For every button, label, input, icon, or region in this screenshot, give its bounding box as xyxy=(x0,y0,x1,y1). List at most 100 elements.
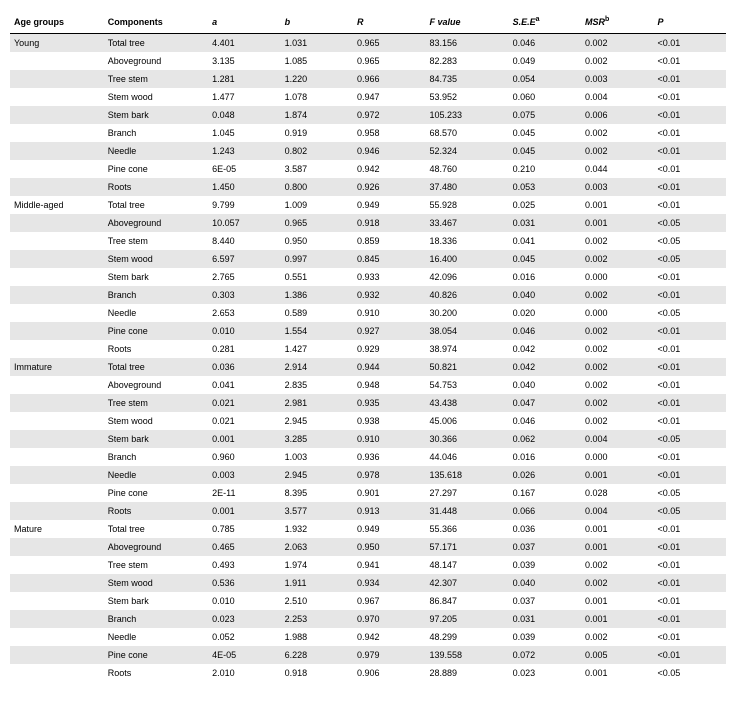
cell-r: 0.926 xyxy=(353,178,425,196)
header-msr: MSRb xyxy=(581,10,653,34)
cell-a: 0.021 xyxy=(208,412,280,430)
cell-see: 0.016 xyxy=(509,268,581,286)
cell-f: 97.205 xyxy=(425,610,508,628)
cell-f: 55.928 xyxy=(425,196,508,214)
table-row: Needle0.0521.9880.94248.2990.0390.002<0.… xyxy=(10,628,726,646)
cell-b: 1.988 xyxy=(281,628,353,646)
cell-b: 1.085 xyxy=(281,52,353,70)
cell-b: 1.874 xyxy=(281,106,353,124)
cell-p: <0.01 xyxy=(653,106,726,124)
cell-a: 0.001 xyxy=(208,430,280,448)
cell-msr: 0.000 xyxy=(581,448,653,466)
cell-msr: 0.002 xyxy=(581,34,653,53)
cell-see: 0.025 xyxy=(509,196,581,214)
cell-p: <0.01 xyxy=(653,412,726,430)
cell-a: 1.450 xyxy=(208,178,280,196)
cell-b: 3.577 xyxy=(281,502,353,520)
cell-b: 0.589 xyxy=(281,304,353,322)
cell-b: 0.997 xyxy=(281,250,353,268)
cell-b: 0.965 xyxy=(281,214,353,232)
cell-a: 0.465 xyxy=(208,538,280,556)
header-r: R xyxy=(353,10,425,34)
cell-r: 0.942 xyxy=(353,160,425,178)
cell-p: <0.01 xyxy=(653,556,726,574)
cell-see: 0.210 xyxy=(509,160,581,178)
cell-b: 1.932 xyxy=(281,520,353,538)
cell-r: 0.948 xyxy=(353,376,425,394)
cell-comp: Aboveground xyxy=(104,214,208,232)
cell-see: 0.042 xyxy=(509,358,581,376)
cell-r: 0.845 xyxy=(353,250,425,268)
cell-p: <0.01 xyxy=(653,286,726,304)
cell-age xyxy=(10,466,104,484)
cell-a: 0.052 xyxy=(208,628,280,646)
cell-f: 27.297 xyxy=(425,484,508,502)
cell-a: 6E-05 xyxy=(208,160,280,178)
cell-p: <0.05 xyxy=(653,250,726,268)
table-row: Roots0.0013.5770.91331.4480.0660.004<0.0… xyxy=(10,502,726,520)
cell-r: 0.901 xyxy=(353,484,425,502)
cell-msr: 0.002 xyxy=(581,250,653,268)
cell-a: 6.597 xyxy=(208,250,280,268)
header-p-text: P xyxy=(657,17,663,27)
cell-f: 44.046 xyxy=(425,448,508,466)
cell-b: 1.386 xyxy=(281,286,353,304)
cell-p: <0.01 xyxy=(653,574,726,592)
cell-see: 0.039 xyxy=(509,556,581,574)
cell-msr: 0.003 xyxy=(581,178,653,196)
cell-p: <0.05 xyxy=(653,430,726,448)
table-row: Stem bark2.7650.5510.93342.0960.0160.000… xyxy=(10,268,726,286)
cell-comp: Branch xyxy=(104,448,208,466)
cell-b: 1.911 xyxy=(281,574,353,592)
header-see: S.E.Ea xyxy=(509,10,581,34)
cell-age xyxy=(10,394,104,412)
cell-age xyxy=(10,538,104,556)
cell-a: 0.048 xyxy=(208,106,280,124)
cell-r: 0.859 xyxy=(353,232,425,250)
table-row: YoungTotal tree4.4011.0310.96583.1560.04… xyxy=(10,34,726,53)
cell-r: 0.934 xyxy=(353,574,425,592)
header-msr-text: MSR xyxy=(585,17,605,27)
cell-comp: Stem bark xyxy=(104,268,208,286)
cell-b: 2.914 xyxy=(281,358,353,376)
cell-comp: Roots xyxy=(104,664,208,682)
cell-r: 0.932 xyxy=(353,286,425,304)
cell-f: 31.448 xyxy=(425,502,508,520)
cell-comp: Total tree xyxy=(104,358,208,376)
table-row: Roots2.0100.9180.90628.8890.0230.001<0.0… xyxy=(10,664,726,682)
cell-f: 105.233 xyxy=(425,106,508,124)
cell-b: 1.009 xyxy=(281,196,353,214)
cell-comp: Tree stem xyxy=(104,556,208,574)
table-row: Aboveground0.0412.8350.94854.7530.0400.0… xyxy=(10,376,726,394)
cell-age xyxy=(10,664,104,682)
cell-see: 0.046 xyxy=(509,412,581,430)
cell-f: 42.307 xyxy=(425,574,508,592)
cell-a: 0.036 xyxy=(208,358,280,376)
cell-f: 48.299 xyxy=(425,628,508,646)
cell-age xyxy=(10,88,104,106)
cell-f: 68.570 xyxy=(425,124,508,142)
cell-msr: 0.002 xyxy=(581,340,653,358)
table-row: Tree stem8.4400.9500.85918.3360.0410.002… xyxy=(10,232,726,250)
cell-r: 0.933 xyxy=(353,268,425,286)
cell-msr: 0.028 xyxy=(581,484,653,502)
cell-b: 2.510 xyxy=(281,592,353,610)
cell-b: 1.554 xyxy=(281,322,353,340)
cell-msr: 0.002 xyxy=(581,322,653,340)
cell-comp: Roots xyxy=(104,340,208,358)
cell-msr: 0.003 xyxy=(581,70,653,88)
cell-comp: Pine cone xyxy=(104,160,208,178)
cell-comp: Stem wood xyxy=(104,574,208,592)
table-row: Roots0.2811.4270.92938.9740.0420.002<0.0… xyxy=(10,340,726,358)
cell-f: 43.438 xyxy=(425,394,508,412)
cell-f: 45.006 xyxy=(425,412,508,430)
cell-age xyxy=(10,250,104,268)
table-row: MatureTotal tree0.7851.9320.94955.3660.0… xyxy=(10,520,726,538)
cell-f: 37.480 xyxy=(425,178,508,196)
cell-msr: 0.001 xyxy=(581,466,653,484)
cell-see: 0.045 xyxy=(509,142,581,160)
cell-p: <0.01 xyxy=(653,142,726,160)
cell-a: 8.440 xyxy=(208,232,280,250)
cell-a: 0.041 xyxy=(208,376,280,394)
cell-a: 4E-05 xyxy=(208,646,280,664)
